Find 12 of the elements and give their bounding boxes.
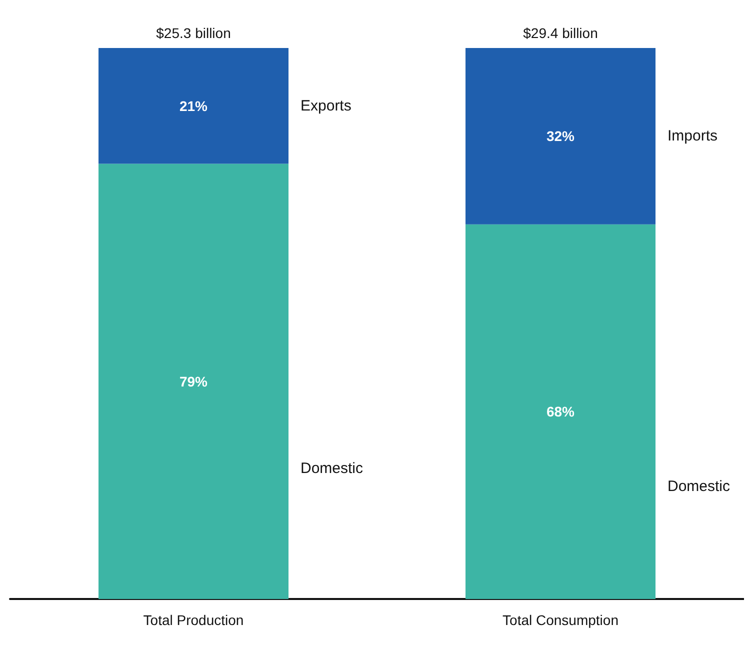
x-tick-label: Total Consumption xyxy=(502,612,618,628)
x-tick-label: Total Production xyxy=(143,612,244,628)
series-label: Imports xyxy=(668,128,718,145)
text: Domestic xyxy=(668,478,730,496)
annotation: $25.3 billion xyxy=(156,25,231,41)
annotation: $29.4 billion xyxy=(523,25,598,41)
data-label: 21% xyxy=(179,98,208,114)
data-label: 32% xyxy=(546,128,576,144)
data-label: 68% xyxy=(546,404,576,420)
series-label: Domestic xyxy=(300,460,364,477)
series-label: Exports xyxy=(300,97,352,114)
data-label: 79% xyxy=(179,373,208,390)
